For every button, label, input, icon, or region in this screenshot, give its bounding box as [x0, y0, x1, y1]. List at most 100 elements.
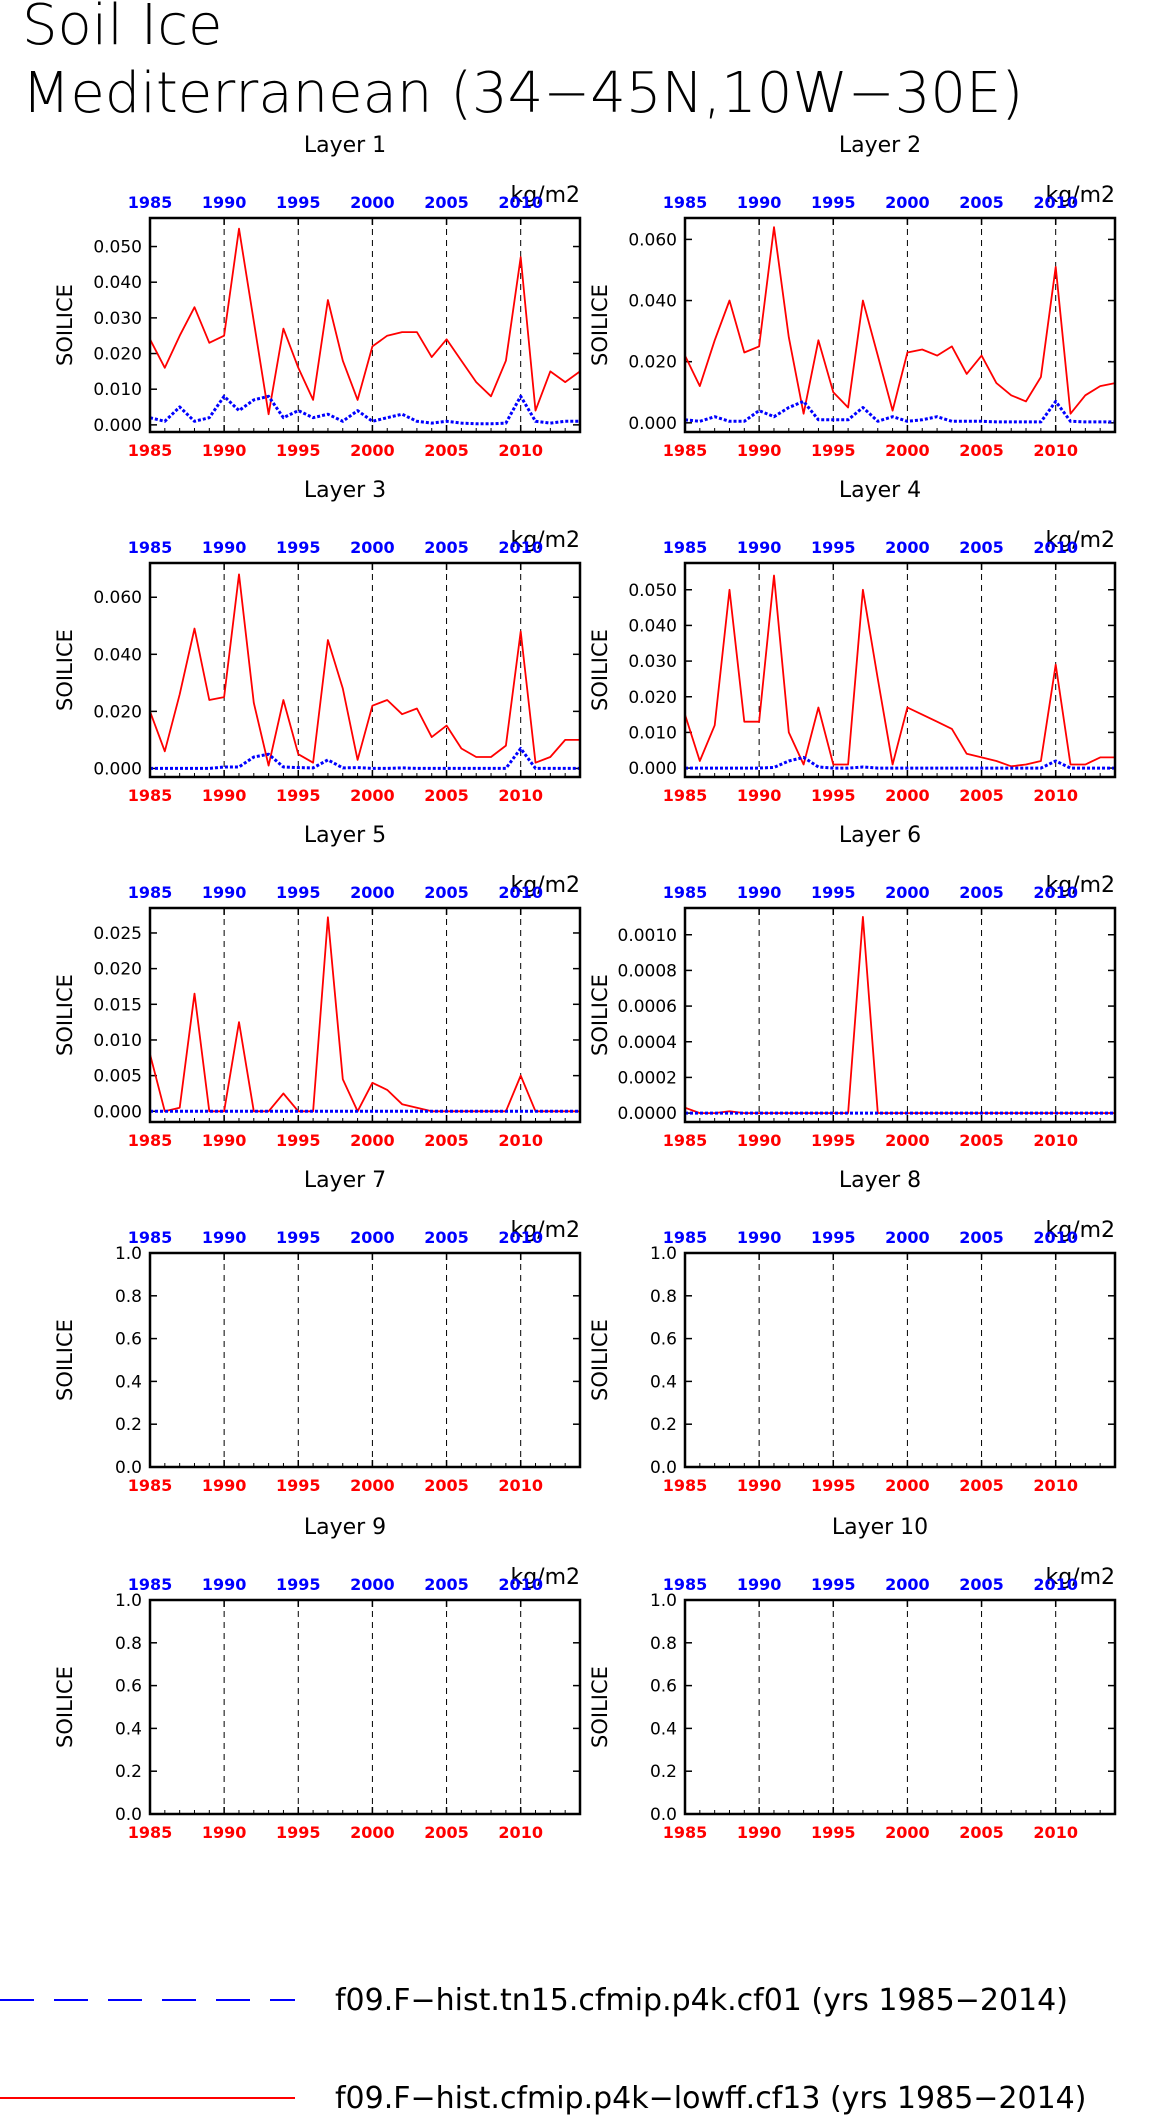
panel-title: Layer 4 [839, 478, 921, 503]
series-line-cf13 [684, 574, 1115, 768]
x-tick-label-top: 1990 [737, 1228, 782, 1247]
x-tick-label-top: 2005 [424, 538, 469, 557]
x-tick-label-top: 1995 [811, 193, 856, 212]
chart-panel-6: Layer 6 kg/m2 1985 1985 1990 1990 1995 1995 2000… [588, 823, 1117, 1150]
x-tick-label-top: 1985 [128, 193, 173, 212]
y-axis-label: SOILICE [53, 974, 77, 1056]
panel-grid: Layer 1 kg/m2 1985 1985 1990 1990 1995 1995 2000… [53, 133, 1117, 1842]
x-tick-label-bottom: 2005 [959, 1823, 1004, 1842]
x-tick-label-top: 1985 [128, 1575, 173, 1594]
panel-title: Layer 3 [304, 478, 386, 503]
chart-panel-3: Layer 3 kg/m2 1985 1985 1990 1990 1995 1995 2000… [53, 478, 582, 805]
figure-title-line2: Mediterranean (34−45N,10W−30E) [22, 61, 1023, 126]
x-tick-label-top: 1990 [202, 538, 247, 557]
x-tick-label-bottom: 1985 [128, 1476, 173, 1495]
x-tick-label-bottom: 1990 [737, 1476, 782, 1495]
y-axis-label: SOILICE [53, 1319, 77, 1401]
x-tick-label-top: 2010 [1033, 1575, 1078, 1594]
x-tick-label-bottom: 2005 [959, 1476, 1004, 1495]
x-tick-label-bottom: 2010 [498, 1476, 543, 1495]
y-tick-label: 0.0000 [618, 1104, 677, 1124]
x-tick-label-top: 1985 [128, 1228, 173, 1247]
y-tick-label: 0.060 [628, 230, 677, 250]
x-tick-label-bottom: 1995 [276, 1131, 321, 1150]
panel-title: Layer 10 [832, 1515, 928, 1540]
x-tick-label-bottom: 1990 [737, 441, 782, 460]
x-tick-label-top: 2010 [498, 883, 543, 902]
y-tick-label: 0.6 [650, 1330, 677, 1350]
x-tick-label-top: 2010 [498, 1228, 543, 1247]
chart-panel-2: Layer 2 kg/m2 1985 1985 1990 1990 1995 1995 2000… [588, 133, 1117, 460]
x-tick-label-bottom: 2010 [1033, 441, 1078, 460]
series-line-cf01 [684, 399, 1115, 424]
x-tick-label-top: 2005 [959, 1575, 1004, 1594]
y-tick-label: 0.6 [115, 1330, 142, 1350]
y-tick-label: 0.000 [628, 759, 677, 779]
panel-title: Layer 1 [304, 133, 386, 158]
x-tick-label-top: 1990 [737, 883, 782, 902]
chart-panel-10: Layer 10 kg/m2 1985 1985 1990 1990 1995 1995 200… [588, 1515, 1117, 1842]
x-tick-label-top: 1990 [737, 1575, 782, 1594]
y-tick-label: 0.000 [93, 1102, 142, 1122]
series-line-cf01 [685, 755, 1115, 770]
y-tick-label: 1.0 [115, 1244, 142, 1264]
y-tick-label: 0.0 [650, 1805, 677, 1825]
plot-frame [148, 1598, 582, 1816]
x-tick-label-bottom: 2000 [885, 441, 930, 460]
y-tick-label: 0.0 [115, 1458, 142, 1478]
x-tick-label-top: 1995 [276, 883, 321, 902]
panel-title: Layer 9 [304, 1515, 386, 1540]
y-axis-label: SOILICE [53, 1666, 77, 1748]
x-tick-label-bottom: 1985 [128, 441, 173, 460]
x-tick-label-top: 2005 [424, 1228, 469, 1247]
x-tick-label-top: 1990 [737, 538, 782, 557]
x-tick-label-bottom: 2005 [424, 1476, 469, 1495]
x-tick-label-bottom: 1985 [128, 1823, 173, 1842]
plot-frame [683, 1598, 1117, 1816]
x-tick-label-top: 2005 [424, 193, 469, 212]
y-tick-label: 0.2 [115, 1762, 142, 1782]
y-tick-label: 0.4 [115, 1719, 142, 1739]
x-tick-label-top: 2000 [350, 883, 395, 902]
y-tick-label: 0.040 [628, 616, 677, 636]
y-tick-label: 0.020 [93, 960, 142, 980]
x-tick-label-top: 2000 [885, 193, 930, 212]
y-axis-label: SOILICE [588, 284, 612, 366]
y-tick-label: 0.0010 [618, 926, 677, 946]
x-tick-label-bottom: 2010 [1033, 786, 1078, 805]
y-axis-label: SOILICE [588, 629, 612, 711]
x-tick-label-top: 2000 [350, 1228, 395, 1247]
x-tick-label-top: 2010 [498, 193, 543, 212]
y-tick-label: 0.0008 [618, 961, 677, 981]
x-tick-label-bottom: 2005 [959, 786, 1004, 805]
panel-units: kg/m2 [510, 183, 580, 208]
x-tick-label-top: 1990 [202, 883, 247, 902]
y-tick-label: 0.040 [93, 273, 142, 293]
x-tick-label-top: 2000 [885, 883, 930, 902]
figure-title-line1: Soil Ice [22, 0, 222, 58]
x-tick-label-bottom: 1990 [737, 1131, 782, 1150]
x-tick-label-top: 1985 [663, 538, 708, 557]
x-tick-label-top: 1985 [663, 883, 708, 902]
x-tick-label-top: 1985 [663, 193, 708, 212]
x-tick-label-bottom: 2010 [1033, 1131, 1078, 1150]
panel-units: kg/m2 [510, 528, 580, 553]
y-tick-label: 0.8 [115, 1634, 142, 1654]
x-tick-label-top: 1995 [811, 883, 856, 902]
x-tick-label-top: 1995 [276, 538, 321, 557]
x-tick-label-top: 2000 [885, 1228, 930, 1247]
panel-units: kg/m2 [510, 1565, 580, 1590]
x-tick-label-top: 2005 [959, 883, 1004, 902]
x-tick-label-bottom: 2010 [498, 786, 543, 805]
x-tick-label-top: 1995 [811, 538, 856, 557]
panel-units: kg/m2 [1045, 873, 1115, 898]
legend: f09.F−hist.tn15.cfmip.p4k.cf01 (yrs 1985… [0, 1983, 1086, 2116]
y-tick-label: 0.005 [93, 1067, 142, 1087]
chart-panel-4: Layer 4 kg/m2 1985 1985 1990 1990 1995 1995 2000… [588, 478, 1117, 805]
x-tick-label-top: 1990 [202, 1575, 247, 1594]
y-tick-label: 0.0002 [618, 1068, 677, 1088]
x-tick-label-top: 2005 [424, 883, 469, 902]
x-tick-label-bottom: 1990 [202, 1476, 247, 1495]
panel-title: Layer 6 [839, 823, 921, 848]
x-tick-label-top: 2010 [498, 1575, 543, 1594]
